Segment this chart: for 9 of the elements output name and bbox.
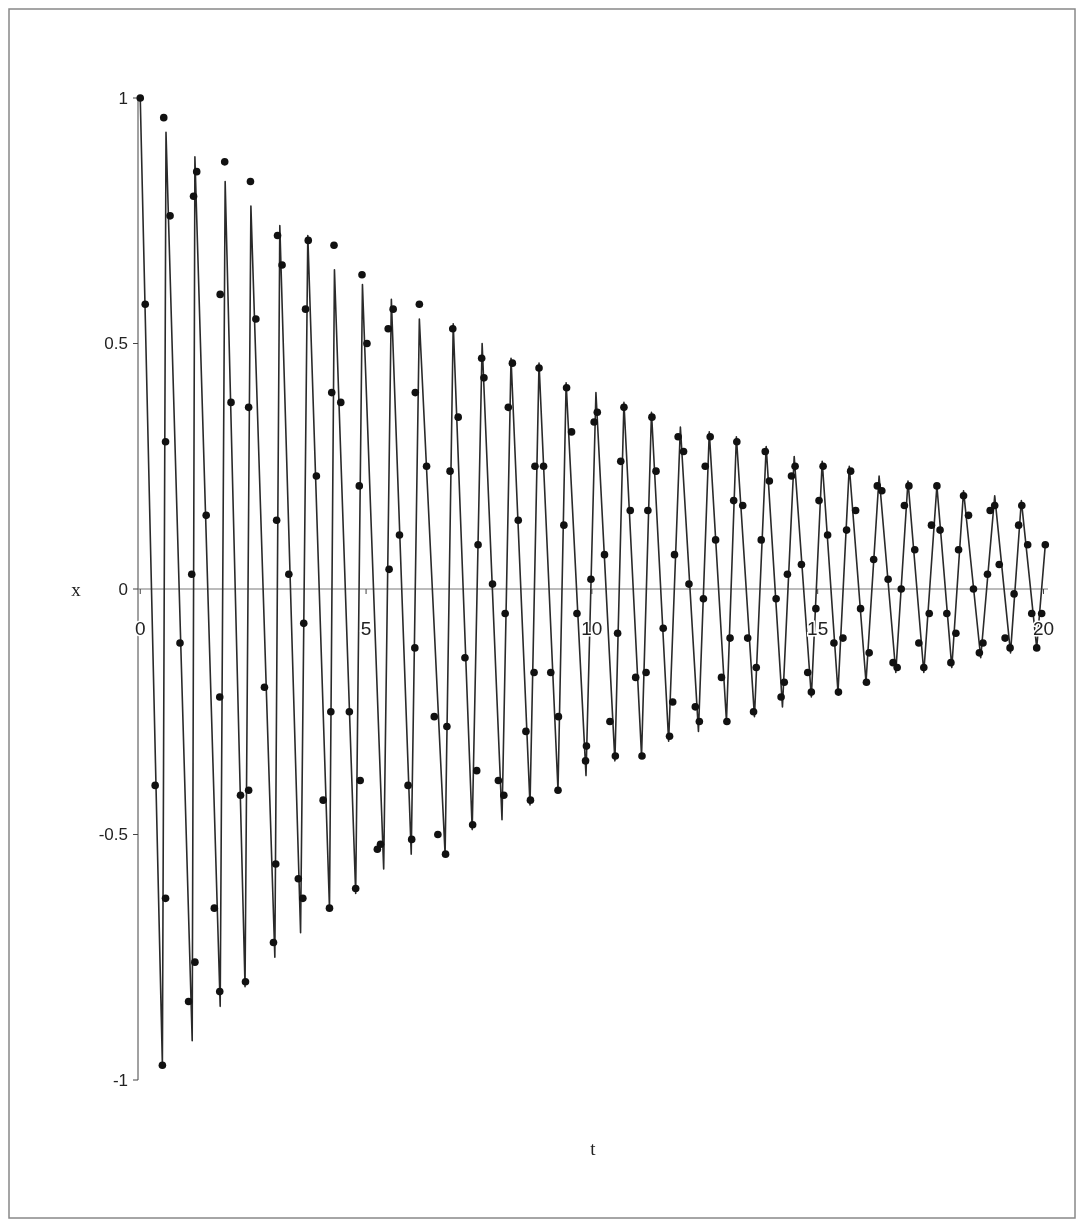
y-tick-label: 0 — [118, 579, 128, 599]
y-tick-label: 0.5 — [104, 334, 128, 354]
x-tick-label: 5 — [360, 618, 372, 639]
y-tick-label: 1 — [118, 88, 128, 108]
y-axis-title: x — [71, 578, 82, 600]
y-tick-label: -1 — [112, 1070, 128, 1090]
x-axis-title: t — [590, 1138, 597, 1159]
x-tick-label: 0 — [134, 618, 146, 639]
y-tick-label: -0.5 — [98, 825, 128, 845]
